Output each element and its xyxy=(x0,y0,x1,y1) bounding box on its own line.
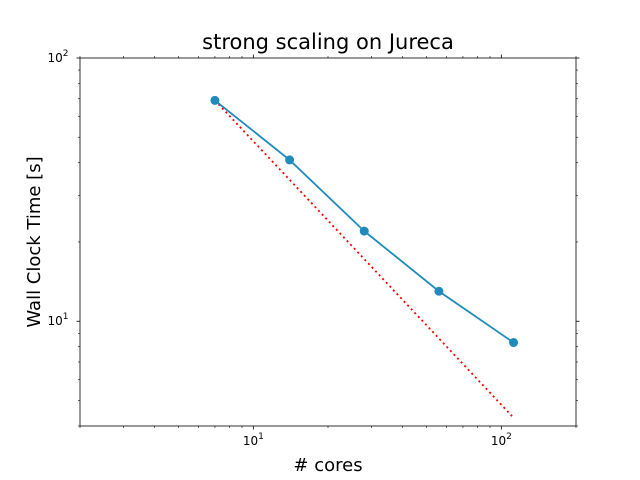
y-tick-label: 101 xyxy=(47,312,68,328)
y-axis-label: Wall Clock Time [s] xyxy=(24,156,45,327)
y-tick-labels: 101 102 xyxy=(47,49,68,328)
plot-frame xyxy=(79,57,577,427)
x-axis-label: # cores xyxy=(293,455,362,476)
data-point xyxy=(285,155,295,165)
series-layer xyxy=(210,95,519,419)
data-point xyxy=(210,95,220,105)
chart-title: strong scaling on Jureca xyxy=(202,30,454,54)
data-point xyxy=(434,286,444,296)
y-tick-label: 102 xyxy=(47,49,68,65)
major-ticks xyxy=(76,54,580,430)
x-tick-label: 101 xyxy=(243,432,264,448)
plot-area xyxy=(80,58,576,426)
x-tick-label: 102 xyxy=(491,432,512,448)
x-tick-labels: 101 102 xyxy=(243,432,512,448)
data-point xyxy=(359,226,369,236)
data-point xyxy=(509,338,519,348)
